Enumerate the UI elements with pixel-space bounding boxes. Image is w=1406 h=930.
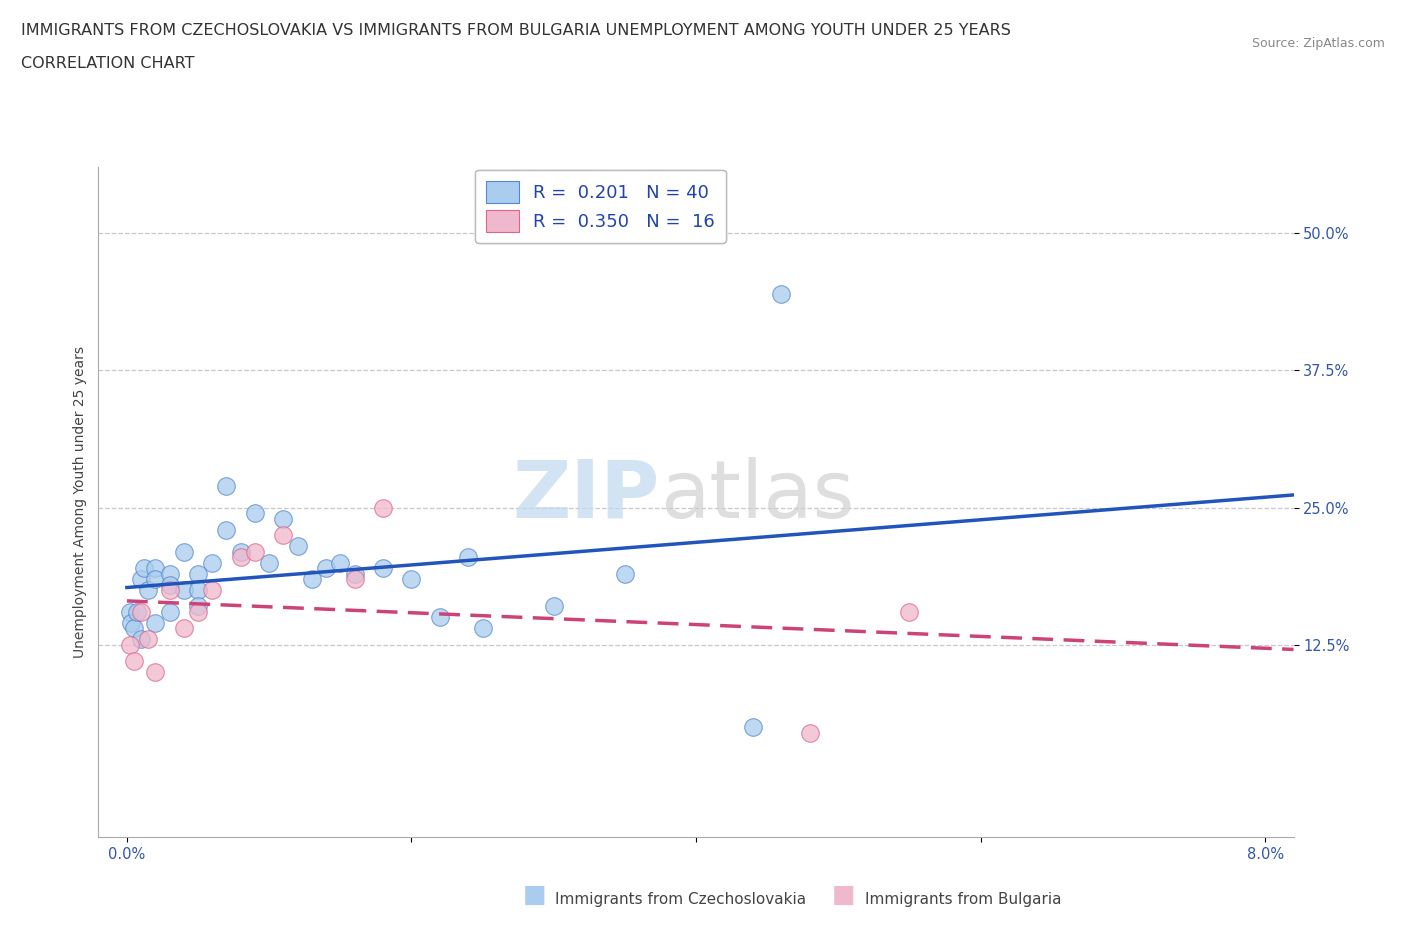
Point bbox=[457, 550, 479, 565]
Point bbox=[215, 523, 238, 538]
Point bbox=[118, 604, 141, 619]
Point bbox=[301, 572, 323, 587]
Point bbox=[129, 632, 152, 647]
Point bbox=[143, 665, 166, 680]
Point bbox=[287, 538, 309, 553]
Point bbox=[143, 616, 166, 631]
Point bbox=[770, 286, 793, 301]
Point bbox=[143, 572, 166, 587]
Point bbox=[471, 621, 494, 636]
Point bbox=[136, 582, 159, 597]
Point bbox=[343, 572, 366, 587]
Point bbox=[229, 544, 252, 559]
Point bbox=[143, 561, 166, 576]
Point bbox=[122, 654, 145, 669]
Point bbox=[257, 555, 280, 570]
Point bbox=[371, 561, 394, 576]
Point bbox=[741, 720, 763, 735]
Point bbox=[120, 616, 142, 631]
Text: ZIP: ZIP bbox=[513, 457, 661, 535]
Point bbox=[173, 582, 195, 597]
Point bbox=[159, 582, 181, 597]
Text: ■: ■ bbox=[832, 883, 855, 907]
Point bbox=[273, 527, 295, 542]
Legend: R =  0.201   N = 40, R =  0.350   N =  16: R = 0.201 N = 40, R = 0.350 N = 16 bbox=[475, 170, 725, 243]
Point bbox=[429, 610, 451, 625]
Point bbox=[799, 725, 821, 740]
Point bbox=[129, 604, 152, 619]
Point bbox=[159, 604, 181, 619]
Point bbox=[371, 500, 394, 515]
Y-axis label: Unemployment Among Youth under 25 years: Unemployment Among Youth under 25 years bbox=[73, 346, 87, 658]
Point bbox=[201, 555, 224, 570]
Point bbox=[173, 621, 195, 636]
Point bbox=[129, 572, 152, 587]
Point bbox=[132, 561, 155, 576]
Text: CORRELATION CHART: CORRELATION CHART bbox=[21, 56, 194, 71]
Point bbox=[215, 478, 238, 493]
Point bbox=[229, 550, 252, 565]
Text: IMMIGRANTS FROM CZECHOSLOVAKIA VS IMMIGRANTS FROM BULGARIA UNEMPLOYMENT AMONG YO: IMMIGRANTS FROM CZECHOSLOVAKIA VS IMMIGR… bbox=[21, 23, 1011, 38]
Point bbox=[187, 582, 209, 597]
Point bbox=[118, 637, 141, 652]
Point bbox=[315, 561, 337, 576]
Text: Immigrants from Bulgaria: Immigrants from Bulgaria bbox=[865, 892, 1062, 907]
Text: Immigrants from Czechoslovakia: Immigrants from Czechoslovakia bbox=[555, 892, 807, 907]
Point bbox=[173, 544, 195, 559]
Point bbox=[329, 555, 352, 570]
Point bbox=[898, 604, 921, 619]
Point bbox=[343, 566, 366, 581]
Point bbox=[187, 604, 209, 619]
Point bbox=[136, 632, 159, 647]
Point bbox=[159, 566, 181, 581]
Point bbox=[187, 599, 209, 614]
Point bbox=[187, 566, 209, 581]
Point bbox=[243, 506, 266, 521]
Point bbox=[401, 572, 423, 587]
Point bbox=[122, 621, 145, 636]
Point bbox=[543, 599, 565, 614]
Point bbox=[613, 566, 636, 581]
Point bbox=[201, 582, 224, 597]
Text: ■: ■ bbox=[523, 883, 546, 907]
Point bbox=[125, 604, 148, 619]
Text: atlas: atlas bbox=[661, 457, 855, 535]
Point bbox=[159, 578, 181, 592]
Point bbox=[243, 544, 266, 559]
Point bbox=[273, 512, 295, 526]
Text: Source: ZipAtlas.com: Source: ZipAtlas.com bbox=[1251, 37, 1385, 50]
